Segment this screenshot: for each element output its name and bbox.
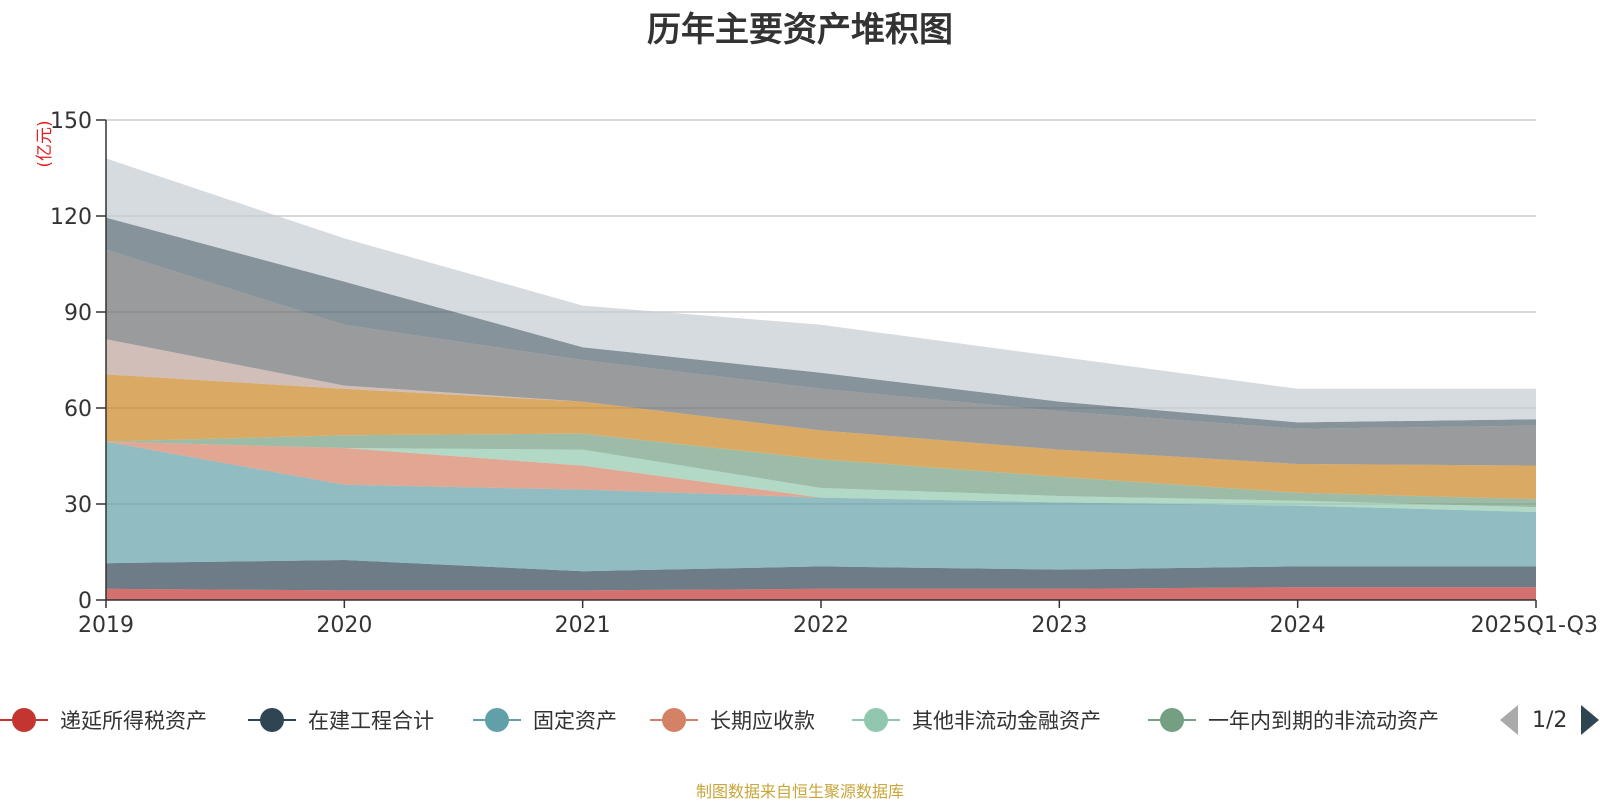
y-tick-label: 150 xyxy=(50,109,92,134)
legend-label: 其他非流动金融资产 xyxy=(912,709,1101,733)
legend-item-fixed-assets[interactable]: 固定资产 xyxy=(473,700,617,740)
previous-page-icon[interactable] xyxy=(1500,705,1518,735)
legend-label: 递延所得税资产 xyxy=(60,709,207,733)
chart-title: 历年主要资产堆积图 xyxy=(647,10,953,50)
x-tick-label: 2023 xyxy=(1031,613,1087,638)
area-series-2 xyxy=(106,441,1536,572)
area-series-3 xyxy=(106,441,1536,512)
y-tick-label: 90 xyxy=(64,301,92,326)
legend-marker-icon xyxy=(473,705,521,735)
x-tick-label: 2022 xyxy=(793,613,849,638)
legend: 递延所得税资产 在建工程合计 固定资产 长期应收款 其他非流动金融资产 一年内到… xyxy=(0,700,1600,740)
chart-canvas: 0 30 60 90 120 150 2019 2020 2021 2022 2023 2024 202… xyxy=(35,109,1598,638)
legend-item-other-noncurrent-financial-assets[interactable]: 其他非流动金融资产 xyxy=(852,700,1101,740)
legend-marker-icon xyxy=(852,705,900,735)
legend-label: 在建工程合计 xyxy=(308,709,434,733)
y-tick-label: 30 xyxy=(64,493,92,518)
y-tick-label: 0 xyxy=(78,589,92,614)
area-series-1 xyxy=(106,560,1536,591)
y-axis-unit-label: (亿元) xyxy=(35,120,55,167)
legend-item-construction-in-progress[interactable]: 在建工程合计 xyxy=(248,700,434,740)
legend-pager: 1/2 xyxy=(1500,700,1600,740)
legend-label: 固定资产 xyxy=(533,709,617,733)
legend-label: 一年内到期的非流动资产 xyxy=(1208,709,1439,733)
axes: 0 30 60 90 120 150 2019 2020 2021 2022 2023 2024 202… xyxy=(35,109,1598,638)
x-tick-label: 2020 xyxy=(316,613,372,638)
x-tick-label: 2025Q1-Q3 xyxy=(1471,613,1598,638)
x-tick-label: 2019 xyxy=(78,613,134,638)
y-tick-label: 120 xyxy=(50,205,92,230)
legend-item-long-term-receivables[interactable]: 长期应收款 xyxy=(650,700,815,740)
area-series-5 xyxy=(106,433,1536,508)
y-tick-label: 60 xyxy=(64,397,92,422)
legend-item-deferred-tax-assets[interactable]: 递延所得税资产 xyxy=(0,700,207,740)
area-series-8 xyxy=(106,249,1536,466)
area-series-4 xyxy=(106,441,1536,512)
source-note: 制图数据来自恒生聚源数据库 xyxy=(695,782,904,801)
legend-marker-icon xyxy=(1148,705,1196,735)
area-series-10 xyxy=(106,158,1536,423)
legend-item-noncurrent-assets-due-within-one-year[interactable]: 一年内到期的非流动资产 xyxy=(1148,700,1439,740)
next-page-icon[interactable] xyxy=(1581,705,1600,735)
x-tick-label: 2024 xyxy=(1270,613,1326,638)
legend-marker-icon xyxy=(0,705,48,735)
stacked-areas xyxy=(106,158,1536,600)
legend-page-indicator: 1/2 xyxy=(1532,707,1568,733)
legend-marker-icon xyxy=(248,705,296,735)
legend-label: 长期应收款 xyxy=(710,709,815,733)
x-tick-label: 2021 xyxy=(555,613,611,638)
area-series-6 xyxy=(106,374,1536,500)
legend-marker-icon xyxy=(650,705,698,735)
area-series-9 xyxy=(106,217,1536,429)
